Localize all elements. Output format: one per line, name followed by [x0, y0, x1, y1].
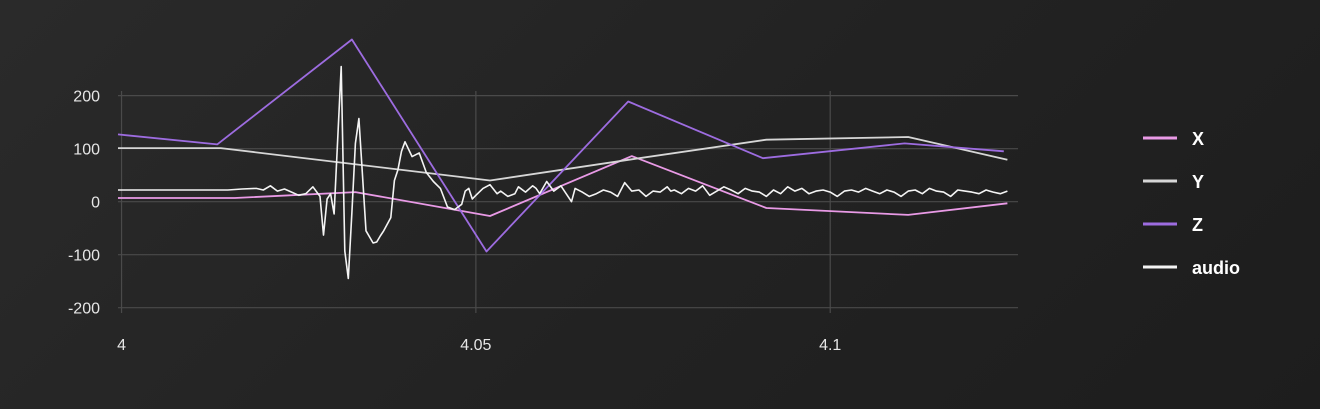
series-line-x [118, 155, 1008, 217]
legend-label: audio [1192, 258, 1240, 278]
legend-label: Y [1192, 172, 1204, 192]
x-tick-label: 4.1 [819, 337, 841, 354]
y-tick-label: -200 [68, 301, 100, 318]
y-tick-label: 200 [73, 89, 100, 106]
y-tick-label: -100 [68, 248, 100, 265]
y-tick-label: 100 [73, 142, 100, 159]
y-tick-label: 0 [91, 195, 100, 212]
legend-label: Z [1192, 215, 1203, 235]
series-line-z [117, 38, 1004, 253]
x-tick-label: 4 [117, 337, 126, 354]
grid-lines [118, 91, 1018, 313]
axis-tick-labels: 200 100 0 -100 -200 4 4.05 4.1 [68, 89, 841, 354]
series-line-y [118, 136, 1008, 182]
series-line-audio [118, 65, 1008, 280]
series-lines [117, 38, 1008, 280]
legend-label: X [1192, 129, 1204, 149]
x-tick-label: 4.05 [460, 337, 491, 354]
